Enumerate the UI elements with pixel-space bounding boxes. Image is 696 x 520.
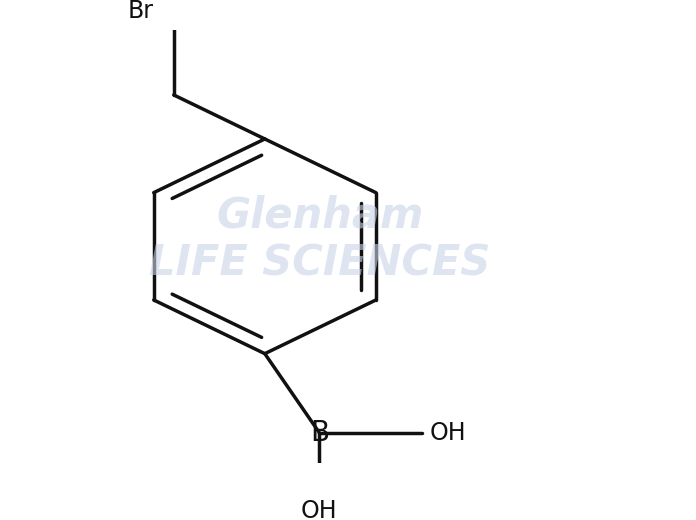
Text: OH: OH (301, 499, 338, 520)
Text: B: B (310, 419, 329, 447)
Text: Br: Br (128, 0, 154, 23)
Text: Glenham
LIFE SCIENCES: Glenham LIFE SCIENCES (150, 194, 491, 285)
Text: OH: OH (430, 421, 466, 445)
